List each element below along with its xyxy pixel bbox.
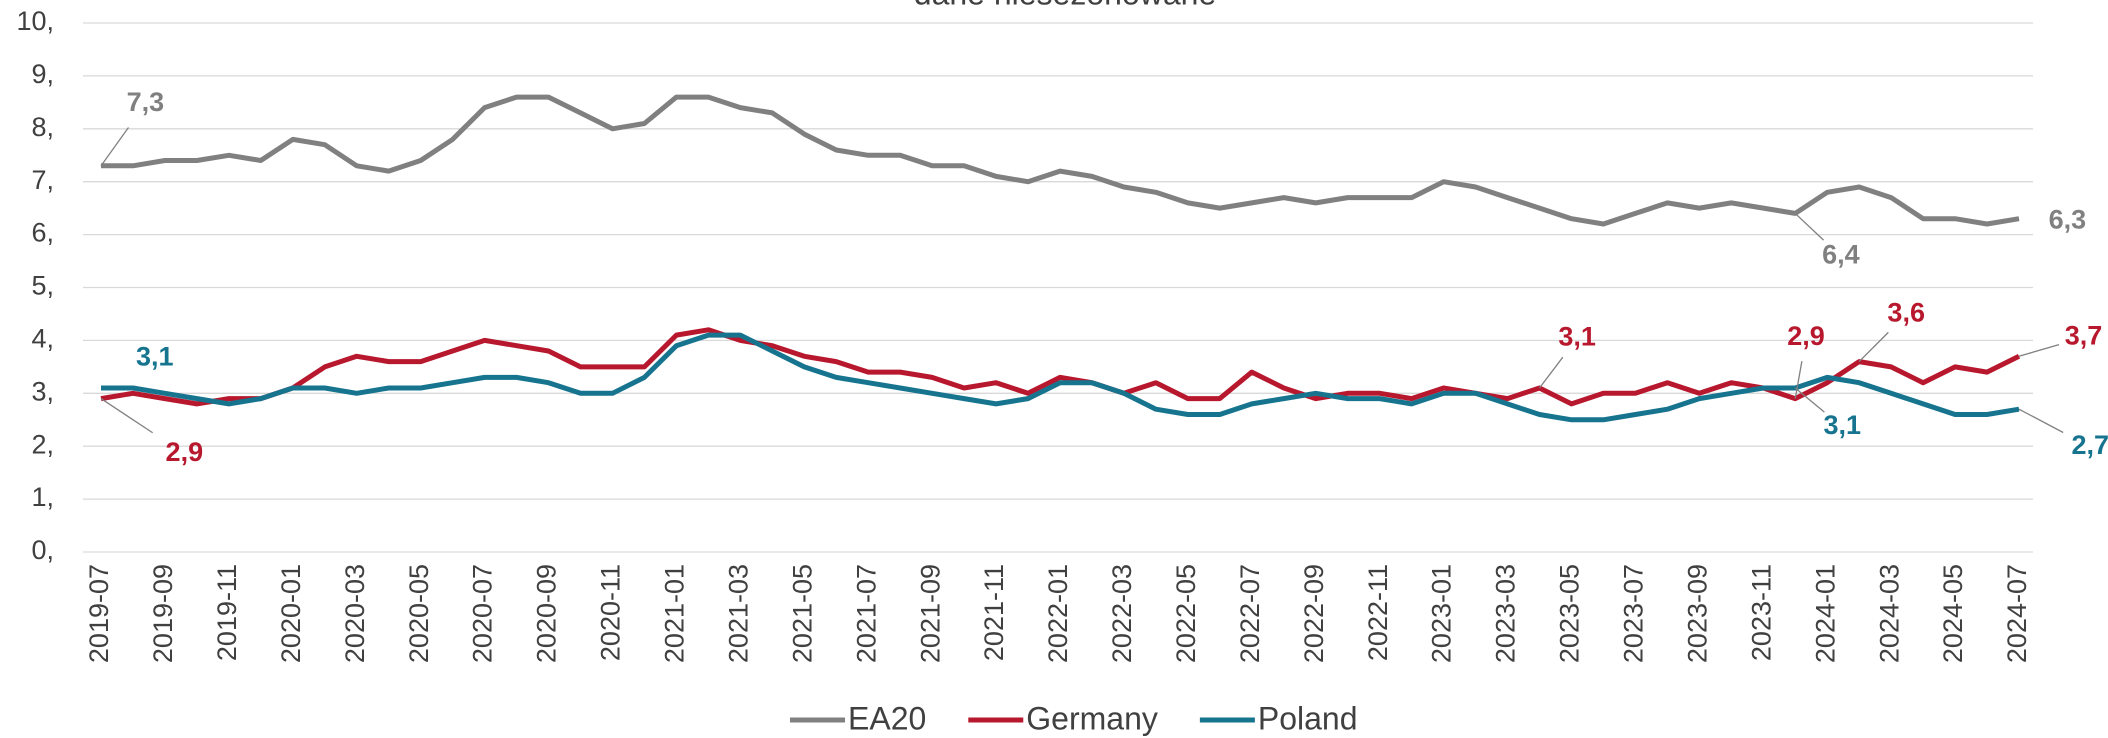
x-tick-label: 2023-03 bbox=[1491, 564, 1521, 663]
legend-label: Poland bbox=[1258, 700, 1358, 736]
x-tick-label: 2021-01 bbox=[660, 564, 690, 663]
data-label: 3,6 bbox=[1887, 298, 1925, 328]
data-label: 7,3 bbox=[127, 87, 165, 117]
leader-line bbox=[1794, 387, 1825, 413]
leader-line bbox=[1794, 212, 1825, 241]
y-tick-label: 2, bbox=[31, 429, 54, 459]
leader-line bbox=[100, 398, 154, 434]
x-tick-label: 2021-11 bbox=[979, 564, 1009, 661]
series-line bbox=[101, 332, 2020, 423]
y-tick-label: 9, bbox=[31, 59, 54, 89]
x-tick-label: 2021-07 bbox=[851, 564, 881, 663]
series-line bbox=[100, 327, 2021, 407]
leader-line bbox=[100, 127, 130, 167]
x-tick-label: 2023-07 bbox=[1619, 564, 1649, 663]
data-label: 2,7 bbox=[2071, 430, 2108, 460]
y-tick-label: 3, bbox=[31, 376, 54, 406]
series-line bbox=[101, 94, 2020, 227]
x-tick-label: 2019-07 bbox=[84, 564, 114, 663]
y-tick-label: 6, bbox=[31, 218, 54, 248]
x-tick-label: 2020-11 bbox=[596, 564, 626, 661]
x-tick-label: 2023-05 bbox=[1555, 564, 1585, 663]
x-tick-label: 2019-09 bbox=[148, 564, 178, 663]
x-tick-label: 2020-07 bbox=[468, 564, 498, 663]
y-tick-label: 0, bbox=[31, 535, 54, 565]
data-label: 3,1 bbox=[136, 342, 174, 372]
x-tick-label: 2024-01 bbox=[1810, 564, 1840, 663]
chart-title: dane niesezonowane bbox=[914, 0, 1216, 11]
y-tick-label: 8, bbox=[31, 112, 54, 142]
legend: EA20 Germany Poland bbox=[790, 700, 1358, 736]
leader-line bbox=[1858, 331, 1889, 363]
legend-label: EA20 bbox=[848, 700, 926, 736]
leader-line bbox=[2018, 408, 2064, 434]
x-tick-label: 2021-05 bbox=[787, 564, 817, 663]
x-tick-label: 2023-11 bbox=[1746, 564, 1776, 661]
x-tick-label: 2024-03 bbox=[1874, 564, 1904, 663]
data-label: 2,9 bbox=[1787, 321, 1825, 351]
data-label: 6,4 bbox=[1822, 240, 1860, 270]
data-label: 3,1 bbox=[1558, 321, 1596, 351]
x-tick-label: 2020-03 bbox=[340, 564, 370, 663]
x-tick-label: 2023-09 bbox=[1682, 564, 1712, 663]
legend-label: Germany bbox=[1026, 700, 1158, 736]
data-label: 3,1 bbox=[1823, 410, 1861, 440]
y-tick-label: 5, bbox=[31, 271, 54, 301]
y-tick-label: 7, bbox=[31, 165, 54, 195]
y-tick-label: 4, bbox=[31, 324, 54, 354]
x-tick-label: 2023-01 bbox=[1427, 564, 1457, 663]
x-tick-label: 2024-07 bbox=[2002, 564, 2032, 663]
y-tick-label: 10, bbox=[16, 6, 54, 36]
x-tick-label: 2022-11 bbox=[1363, 564, 1393, 661]
y-tick-label: 1, bbox=[31, 482, 54, 512]
data-label: 6,3 bbox=[2049, 205, 2087, 235]
data-label: 3,7 bbox=[2065, 321, 2103, 351]
x-tick-label: 2022-05 bbox=[1171, 564, 1201, 663]
x-tick-label: 2022-03 bbox=[1107, 564, 1137, 663]
x-tick-label: 2019-11 bbox=[212, 564, 242, 661]
leader-line bbox=[1794, 360, 1803, 399]
leader-line bbox=[2018, 343, 2060, 357]
leader-line bbox=[1538, 356, 1564, 389]
data-label: 2,9 bbox=[166, 437, 204, 467]
x-tick-label: 2020-01 bbox=[276, 564, 306, 663]
x-tick-label: 2022-01 bbox=[1043, 564, 1073, 663]
x-tick-label: 2024-05 bbox=[1938, 564, 1968, 663]
x-tick-label: 2021-03 bbox=[723, 564, 753, 663]
x-tick-label: 2022-07 bbox=[1235, 564, 1265, 663]
x-tick-label: 2021-09 bbox=[915, 564, 945, 663]
x-tick-label: 2020-09 bbox=[532, 564, 562, 663]
x-tick-label: 2022-09 bbox=[1299, 564, 1329, 663]
x-tick-label: 2020-05 bbox=[404, 564, 434, 663]
